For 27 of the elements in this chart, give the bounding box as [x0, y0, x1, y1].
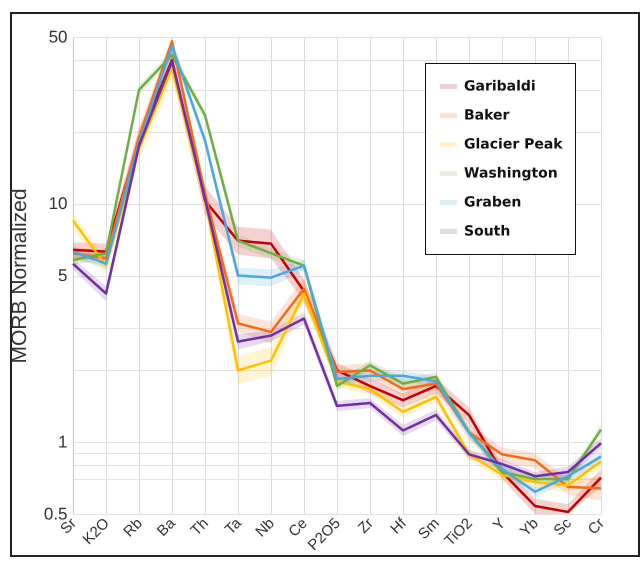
- x-tick-label: Cr: [584, 514, 608, 538]
- x-tick-label: Yb: [516, 514, 542, 540]
- x-tick-label: K2O: [80, 514, 113, 548]
- legend-label: Glacier Peak: [464, 136, 564, 152]
- legend-label: South: [464, 224, 510, 240]
- x-tick-label: TiO2: [441, 514, 476, 550]
- x-tick-label: Sc: [550, 514, 576, 540]
- x-tick-label: Rb: [120, 514, 146, 540]
- y-tick-label: 50: [48, 28, 68, 46]
- y-tick-label: 10: [48, 194, 68, 214]
- legend-label: Garibaldi: [464, 78, 536, 94]
- y-axis-title: MORB Normalized: [8, 188, 31, 364]
- x-tick-label: Y: [490, 514, 509, 534]
- legend-label: Washington: [464, 166, 558, 182]
- x-tick-label: Zr: [354, 514, 377, 537]
- x-tick-label: Ta: [222, 514, 246, 538]
- legend-label: Graben: [464, 194, 522, 210]
- x-tick-label: Th: [187, 514, 212, 540]
- y-tick-label: 5: [58, 266, 68, 285]
- x-tick-label: Ce: [285, 514, 311, 540]
- x-tick-label: Sm: [414, 514, 443, 543]
- legend-label: Baker: [464, 108, 510, 124]
- x-tick-label: Ba: [154, 514, 180, 540]
- y-tick-label: 1: [58, 432, 68, 452]
- x-tick-label: Hf: [387, 514, 410, 538]
- y-tick-label: 0.5: [44, 504, 68, 524]
- x-tick-label: Nb: [252, 514, 278, 540]
